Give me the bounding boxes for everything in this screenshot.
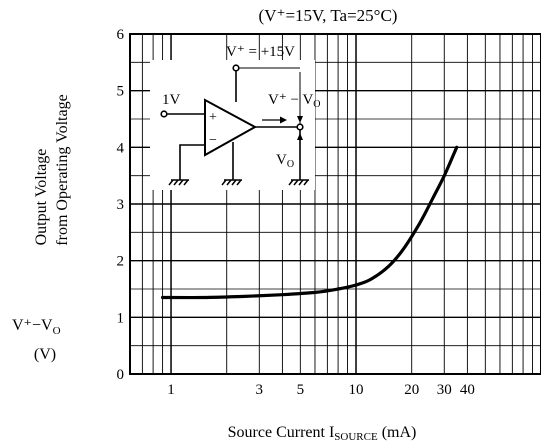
op-amp-schematic: V⁺ = +15V + − 1V bbox=[150, 44, 321, 190]
inverting-wire bbox=[179, 144, 205, 180]
ground-icon bbox=[221, 179, 242, 186]
output-arrowhead-icon bbox=[280, 116, 287, 124]
x-axis-label-subscript: SOURCE bbox=[334, 431, 378, 442]
supply-terminal-icon bbox=[232, 64, 240, 72]
y-axis-label-line1: Output Voltage bbox=[33, 149, 50, 246]
vo-label: VO bbox=[276, 152, 294, 170]
y-tick-label: 1 bbox=[117, 310, 125, 326]
y-axis-symbol-text: V⁺−V bbox=[12, 317, 53, 334]
input-terminal-icon bbox=[160, 110, 168, 118]
diff-label-subscript: O bbox=[313, 99, 320, 110]
diff-label: V⁺ − VO bbox=[268, 92, 321, 110]
y-axis-symbol-subscript: O bbox=[53, 325, 61, 337]
x-tick-label: 1 bbox=[167, 382, 175, 398]
diff-arrowhead-icon bbox=[297, 116, 303, 123]
y-tick-label: 0 bbox=[117, 367, 125, 383]
input-label: 1V bbox=[162, 92, 181, 108]
y-tick-label: 2 bbox=[117, 254, 125, 270]
vo-label-subscript: O bbox=[287, 159, 294, 170]
output-terminal-icon bbox=[296, 123, 304, 131]
y-axis-label-line2: from Operating Voltage bbox=[54, 94, 71, 245]
x-tick-label: 30 bbox=[437, 382, 452, 398]
chart-title: (V⁺=15V, Ta=25°C) bbox=[259, 6, 398, 25]
y-tick-label: 3 bbox=[117, 197, 125, 213]
series-layer bbox=[161, 145, 459, 300]
op-amp-icon bbox=[204, 98, 258, 157]
x-axis-label-symbol: I bbox=[329, 424, 334, 441]
tick-labels: 0 1 2 3 4 5 6 1 3 5 10 20 30 40 bbox=[117, 27, 475, 398]
ground-icon bbox=[288, 179, 309, 186]
x-tick-label: 20 bbox=[404, 382, 419, 398]
minus-input-sign: − bbox=[209, 133, 217, 148]
x-tick-label: 3 bbox=[256, 382, 264, 398]
plus-input-sign: + bbox=[209, 110, 217, 125]
x-axis-label: Source Current ISOURCE (mA) bbox=[228, 424, 417, 442]
y-axis-unit: (V) bbox=[34, 346, 56, 363]
y-tick-label: 5 bbox=[117, 84, 125, 100]
x-axis-label-unit: (mA) bbox=[378, 424, 417, 441]
vo-label-text: V bbox=[276, 152, 287, 168]
y-tick-label: 4 bbox=[117, 140, 125, 156]
x-axis-label-prefix: Source Current bbox=[228, 424, 329, 441]
x-tick-label: 5 bbox=[297, 382, 305, 398]
y-axis-label-symbol: V⁺−VO bbox=[12, 317, 61, 337]
x-tick-label: 10 bbox=[349, 382, 364, 398]
y-tick-label: 6 bbox=[117, 27, 125, 43]
series-line bbox=[161, 145, 459, 300]
plot-frame bbox=[129, 33, 541, 375]
vo-arrowhead-icon bbox=[297, 133, 303, 140]
diff-label-text: V⁺ − V bbox=[268, 92, 313, 108]
x-tick-label: 40 bbox=[460, 382, 475, 398]
ground-icon bbox=[168, 179, 189, 186]
supply-label: V⁺ = +15V bbox=[226, 44, 295, 60]
